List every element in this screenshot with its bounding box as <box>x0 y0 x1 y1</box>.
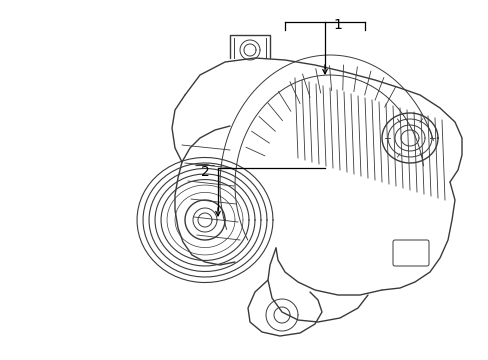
Text: 2: 2 <box>201 165 209 179</box>
Text: 1: 1 <box>332 18 341 32</box>
